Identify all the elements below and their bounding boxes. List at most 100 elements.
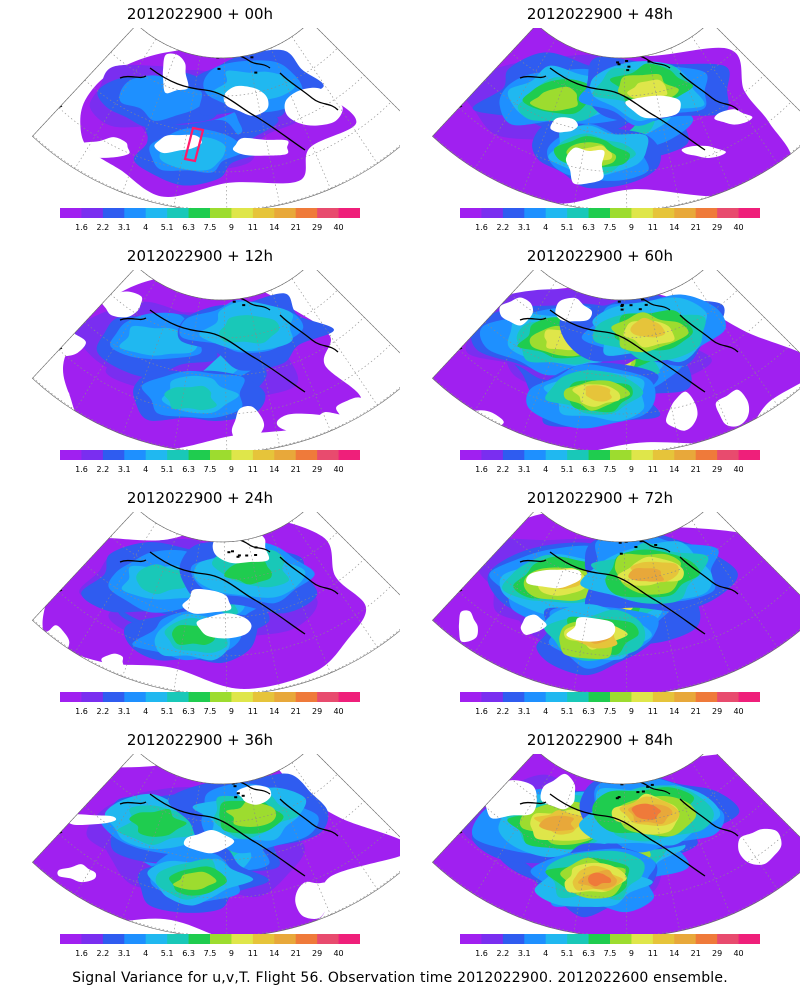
colorbar-swatch: [252, 934, 275, 944]
graticule-longitude: [623, 57, 628, 208]
colorbar-label: 11: [248, 949, 258, 958]
colorbar-swatch: [610, 450, 632, 460]
colorbar-label: 4: [543, 465, 548, 474]
coastline: [149, 309, 306, 393]
island: [639, 540, 643, 543]
graticule-latitude: [84, 316, 365, 377]
island: [616, 291, 619, 294]
island: [236, 792, 240, 795]
coastline: [679, 314, 739, 353]
graticule-longitude: [474, 280, 557, 411]
coastline: [279, 72, 339, 111]
graticule-longitude: [670, 289, 731, 432]
colorbar-swatch: [145, 208, 168, 218]
island: [620, 305, 624, 307]
colorbar-swatch: [652, 450, 675, 460]
coastline: [279, 798, 339, 837]
graticule-longitude: [474, 522, 557, 653]
colorbar-swatch: [60, 208, 82, 218]
colorbar-swatch: [460, 208, 482, 218]
graticule-longitude: [270, 773, 331, 916]
colorbar-label: 29: [312, 465, 322, 474]
forecast-panel-72h: 2012022900 + 72h 1.6 2.2 3.1 4 5.1 6.3 7.5 9 11 1…: [400, 484, 800, 724]
island: [241, 794, 245, 797]
colorbar-swatch: [674, 208, 697, 218]
variance-field: [32, 754, 400, 934]
forecast-panel-00h: 2012022900 + 00h 1.6 2.2 3.1 4 5.1 6.3 7.5 9 11 1…: [0, 0, 400, 240]
variance-gap: [738, 828, 782, 865]
colorbar-label: 29: [712, 949, 722, 958]
colorbar-swatch: [567, 208, 589, 218]
colorbar-swatch: [102, 208, 125, 218]
colorbar-swatch: [567, 450, 589, 460]
variance-map: [431, 512, 800, 692]
colorbar-label: 3.1: [518, 465, 531, 474]
colorbar-swatch: [738, 692, 760, 702]
colorbar-label: 14: [669, 223, 679, 232]
colorbar-label: 6.3: [582, 223, 595, 232]
variance-gap: [715, 389, 750, 427]
graticule-longitude: [623, 299, 628, 450]
colorbar-label: 11: [648, 223, 658, 232]
colorbar-label: 3.1: [518, 223, 531, 232]
graticule-latitude: [58, 343, 392, 415]
colorbar-label: 6.3: [582, 707, 595, 716]
colorbar-label: 9: [629, 949, 634, 958]
colorbar-swatch: [338, 450, 360, 460]
graticule-longitude: [474, 38, 557, 169]
island: [650, 783, 654, 786]
island: [638, 308, 642, 311]
colorbar-swatch: [631, 450, 654, 460]
colorbar: 1.6 2.2 3.1 4 5.1 6.3 7.5 9 11 14 21 29 40: [460, 692, 760, 716]
colorbar-swatch: [145, 692, 168, 702]
island: [617, 300, 621, 303]
island: [242, 778, 246, 781]
colorbar-swatch: [167, 208, 189, 218]
map-border: [431, 512, 800, 692]
graticule-longitude: [670, 531, 731, 674]
panel-title: 2012022900 + 00h: [126, 5, 274, 23]
colorbar-swatch: [317, 450, 339, 460]
colorbar: 1.6 2.2 3.1 4 5.1 6.3 7.5 9 11 14 21 29 40: [60, 934, 360, 958]
colorbar-swatch: [338, 208, 360, 218]
colorbar-swatch: [502, 450, 525, 460]
colorbar-swatch: [231, 692, 254, 702]
panel-title: 2012022900 + 60h: [526, 247, 674, 265]
colorbar-label: 4: [543, 949, 548, 958]
graticule-longitude: [691, 278, 778, 406]
variance-contour: [627, 79, 668, 99]
island: [225, 297, 229, 300]
coastline: [279, 556, 339, 595]
colorbar-swatch: [588, 450, 611, 460]
island: [244, 293, 248, 296]
colorbar-label: 7.5: [204, 223, 217, 232]
panel-title: 2012022900 + 12h: [126, 247, 274, 265]
colorbar-label: 3.1: [518, 707, 531, 716]
graticule-latitude: [458, 585, 792, 657]
graticule-longitude: [247, 55, 281, 205]
colorbar-swatch: [717, 208, 739, 218]
colorbar-label: 9: [629, 465, 634, 474]
graticule-longitude: [647, 781, 681, 931]
coastline: [149, 793, 306, 877]
variance-gap: [550, 117, 578, 133]
colorbar-label: 9: [229, 465, 234, 474]
colorbar-label: 3.1: [118, 707, 131, 716]
island: [254, 71, 258, 74]
colorbar-swatch: [610, 208, 632, 218]
colorbar-label: 11: [248, 223, 258, 232]
graticule-longitude: [122, 291, 178, 435]
colorbar-label: 14: [669, 949, 679, 958]
colorbar-label: 5.1: [161, 223, 174, 232]
island: [641, 298, 645, 301]
variance-gap: [80, 137, 130, 158]
variance-contour: [628, 568, 665, 582]
graticule-longitude: [573, 782, 601, 933]
variance-contour: [172, 871, 217, 890]
island: [616, 61, 620, 64]
island: [245, 554, 249, 557]
colorbar-label: 1.6: [75, 465, 88, 474]
forecast-panel-12h: 2012022900 + 12h 1.6 2.2 3.1 4 5.1 6.3 7.5 9 11 1…: [0, 242, 400, 482]
colorbar-label: 5.1: [161, 949, 174, 958]
graticule-latitude: [484, 74, 765, 135]
